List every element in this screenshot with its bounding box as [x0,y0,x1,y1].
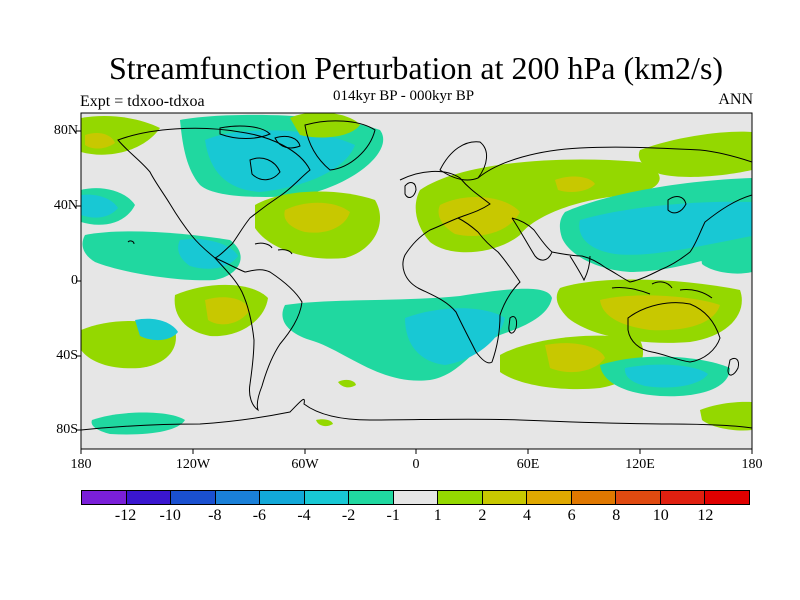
coastline [627,302,721,363]
colorbar-tick-label: 6 [567,507,576,524]
colorbar-swatch [126,491,172,504]
lat-tick-label: 0 [71,273,78,288]
colorbar-tick-label: -8 [208,507,222,524]
lon-tick-label: 0 [412,457,420,472]
colorbar-swatch [705,491,749,504]
coastline [214,257,303,412]
colorbar-tick-label: 10 [652,507,669,524]
axis-ticks [76,130,753,454]
lat-tick-label: 40S [56,348,78,363]
contour-region [405,308,505,365]
colorbar-swatch [349,491,394,504]
colorbar-tick-label: 8 [612,507,621,524]
lon-tick-label: 120E [625,457,655,472]
colorbar-swatch [260,491,305,504]
contour-region [91,412,185,435]
lon-tick-label: 180 [741,457,763,472]
coastlines [81,120,752,431]
experiment-label: Expt = tdxoo-tdxoa [80,93,205,110]
contour-region [555,176,595,192]
contour-region [438,196,520,236]
colorbar-swatch [527,491,572,504]
lon-tick-label: 180 [70,457,92,472]
coastline [399,170,521,364]
colorbar-tick-label: -2 [341,507,356,524]
lat-tick-label: 80S [56,422,78,437]
contour-region [579,201,752,255]
contour-region [290,113,360,138]
coastline [219,125,271,139]
coastline [249,157,281,181]
colorbar-tick-label: -12 [114,507,137,524]
coastline [404,182,417,198]
coastline [511,217,591,282]
colorbar-tick-label: -1 [386,507,400,524]
coastline [304,120,376,171]
colorbar-tick-label: 1 [433,507,442,524]
colorbar-tick-label: 2 [478,507,487,524]
contour-region [81,194,118,218]
colorbar-swatch [304,491,350,504]
contour-region [284,202,350,233]
colorbar-tick-label: -4 [297,507,311,524]
coastline [611,281,713,299]
coastline [477,146,752,283]
colorbar-swatch [393,491,439,504]
lon-tick-label: 60W [291,457,319,472]
contour-region [624,364,708,388]
contour-region [700,242,752,274]
colorbar-swatch [616,491,661,504]
contour-region [85,132,115,149]
colorbar-swatch [660,491,706,504]
colorbar-tick-label: 4 [523,507,531,524]
colorbar-swatch [482,491,528,504]
contour-region [205,297,250,325]
lon-tick-label: 60E [516,457,540,472]
coastline [127,240,135,245]
contour-region [135,318,178,341]
chart-title: Streamfunction Perturbation at 200 hPa (… [108,50,724,86]
lat-tick-label: 40N [53,198,78,213]
coastline [667,196,687,214]
contour-region [338,379,356,388]
coastline [274,135,301,149]
contour-region [545,343,605,373]
colorbar-tick-label: -6 [252,507,267,524]
colorbar-swatch [571,491,617,504]
lat-tick-label: 80N [53,123,78,138]
lon-tick-label: 120W [175,457,211,472]
contour-region [700,401,752,431]
colorbar-swatch [438,491,483,504]
colorbar-tick-label: 12 [697,507,714,524]
colorbar-swatch [171,491,216,504]
colorbar [81,490,750,505]
coastline [81,399,752,431]
coastline [117,127,311,259]
contour-region [316,419,333,427]
coastline [727,357,739,376]
colorbar-tick-label: -10 [159,507,181,524]
contour-region [205,130,355,192]
coastline [508,315,517,334]
coastline [439,141,487,181]
season-label: ANN [718,91,753,108]
contour-fields [81,113,752,435]
chart-subtitle: 014kyr BP - 000kyr BP [333,88,475,104]
contour-region [638,131,752,177]
colorbar-swatch [82,491,127,504]
coastline [254,242,293,255]
colorbar-swatch [215,491,261,504]
